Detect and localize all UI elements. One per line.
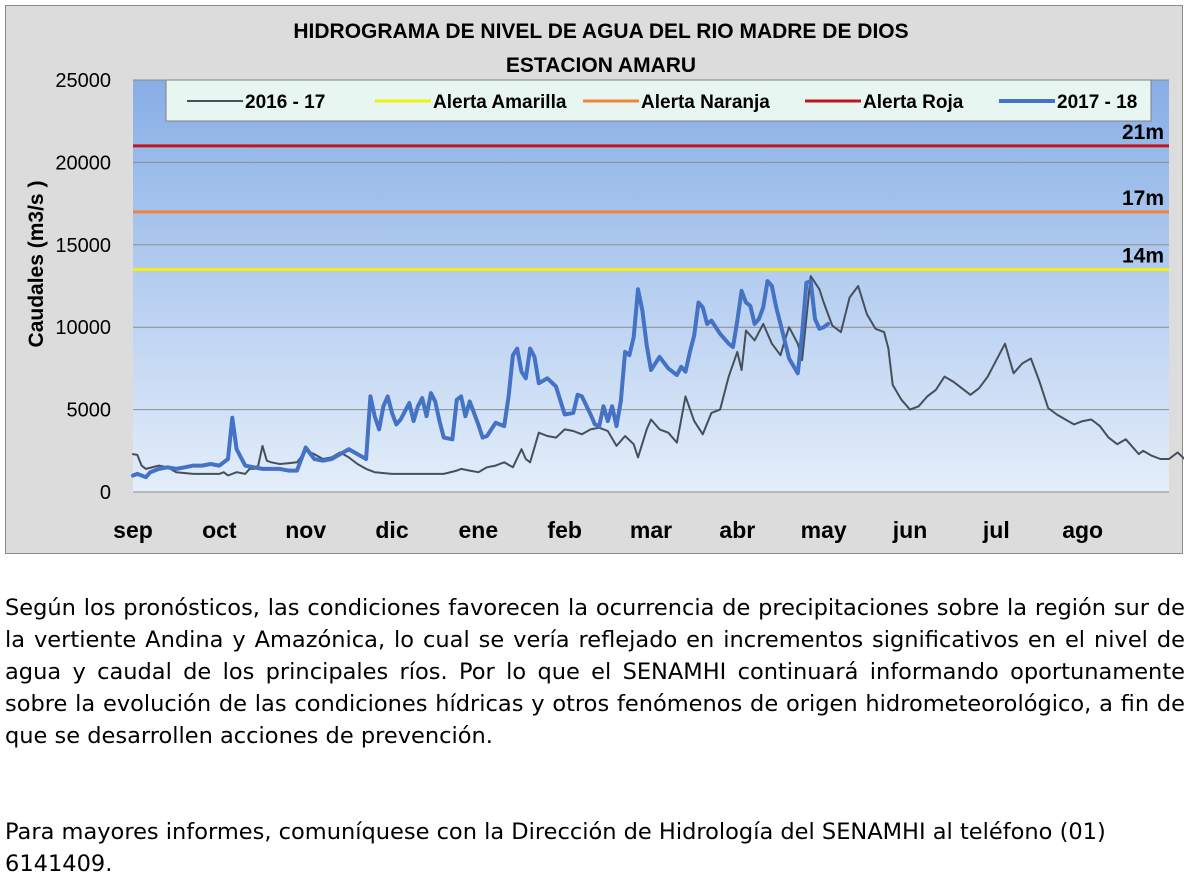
- legend-label: 2017 - 18: [1057, 92, 1137, 113]
- y-tick-label: 0: [100, 482, 111, 504]
- x-tick-label: oct: [202, 517, 237, 543]
- series-lines: [131, 275, 1184, 480]
- chart-legend: 2016 - 17 Alerta Amarilla Alerta Naranja Al…: [165, 79, 1152, 122]
- legend-label: Alerta Roja: [863, 92, 964, 113]
- y-tick-label: 25000: [55, 70, 111, 92]
- y-axis-label: Caudales (m3/s ): [25, 181, 48, 348]
- threshold-label: 17m: [1122, 187, 1164, 210]
- threshold-label: 21m: [1122, 121, 1164, 144]
- x-tick-label: nov: [285, 517, 326, 543]
- axes: 0 5000 10000 15000 20000 25000 sep oct nov dic ene…: [55, 70, 1169, 543]
- x-tick-label: dic: [375, 517, 408, 543]
- y-tick-label: 15000: [55, 235, 111, 257]
- x-tick-label: feb: [547, 517, 582, 543]
- legend-label: Alerta Naranja: [641, 92, 770, 113]
- x-tick-label: abr: [719, 517, 755, 543]
- x-tick-label: ene: [459, 517, 499, 543]
- x-tick-label: sep: [113, 517, 153, 543]
- y-tick-label: 5000: [67, 400, 112, 422]
- x-tick-label: mar: [630, 517, 672, 543]
- x-tick-label: may: [801, 517, 847, 543]
- x-tick-label: jun: [892, 517, 928, 543]
- threshold-label: 14m: [1122, 245, 1164, 268]
- chart-subtitle: ESTACION AMARU: [506, 54, 696, 77]
- plot-area: [133, 80, 1169, 492]
- chart-canvas: 14m 17m 21m 0 5000 10000 15000 20000 25000 sep oc…: [25, 20, 1184, 543]
- y-tick-label: 10000: [55, 317, 111, 339]
- contact-paragraph: Para mayores informes, comuníquese con l…: [5, 819, 1106, 877]
- series-line: [132, 275, 1184, 477]
- hydrograph-chart: 14m 17m 21m 0 5000 10000 15000 20000 25000 sep oc…: [5, 5, 1184, 554]
- legend-box: [165, 79, 1152, 122]
- y-tick-label: 20000: [55, 152, 111, 174]
- legend-label: 2016 - 17: [245, 92, 325, 113]
- series-line: [131, 279, 830, 480]
- forecast-paragraph: Según los pronósticos, las condiciones f…: [5, 595, 1185, 749]
- threshold-lines: 14m 17m 21m: [133, 121, 1169, 272]
- legend-label: Alerta Amarilla: [433, 92, 567, 113]
- chart-title: HIDROGRAMA DE NIVEL DE AGUA DEL RIO MADR…: [293, 20, 908, 43]
- x-tick-label: jul: [982, 517, 1010, 543]
- x-tick-label: ago: [1062, 517, 1103, 543]
